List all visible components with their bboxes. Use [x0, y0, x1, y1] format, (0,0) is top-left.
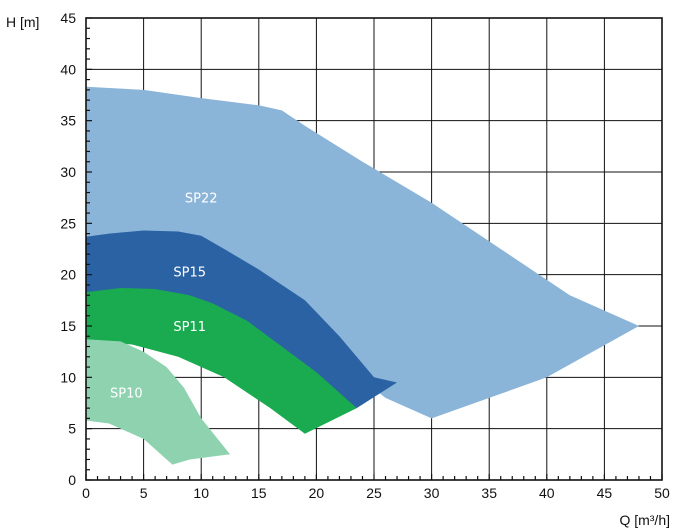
plot-frame: [85, 17, 663, 481]
region-labels: SP22 SP15 SP11 SP10: [110, 192, 218, 402]
x-tick-label: 10: [193, 485, 209, 501]
x-tick-label: 15: [251, 485, 267, 501]
x-tick-label: 20: [309, 485, 325, 501]
y-tick-label: 45: [60, 10, 76, 26]
x-tick-label: 5: [140, 485, 148, 501]
y-tick-label: 20: [60, 267, 76, 283]
x-tick-label: 35: [481, 485, 497, 501]
y-tick-label: 5: [68, 421, 76, 437]
region-sp11: [86, 288, 357, 434]
x-tick-label: 50: [654, 485, 670, 501]
region-sp22: [86, 86, 639, 419]
x-tick-label: 45: [597, 485, 613, 501]
region-label-sp10: SP10: [110, 387, 143, 402]
y-axis-title: H [m]: [6, 14, 39, 30]
region-label-sp22: SP22: [185, 192, 218, 207]
y-tick-label: 40: [60, 61, 76, 77]
region-label-sp11: SP11: [173, 320, 206, 335]
x-tick-label: 0: [82, 485, 90, 501]
x-tick-labels: 0 5 10 15 20 25 30 35 40 45 50: [82, 485, 670, 501]
region-sp10: [86, 339, 230, 465]
performance-regions: [86, 86, 639, 465]
x-tick-label: 30: [424, 485, 440, 501]
y-tick-label: 15: [60, 318, 76, 334]
y-tick-labels: 0 5 10 15 20 25 30 35 40 45: [60, 10, 76, 488]
y-tick-label: 30: [60, 164, 76, 180]
region-label-sp15: SP15: [173, 266, 206, 281]
x-axis-title: Q [m³/h]: [619, 512, 670, 528]
y-tick-label: 35: [60, 113, 76, 129]
y-tick-label: 0: [68, 472, 76, 488]
y-tick-label: 25: [60, 215, 76, 231]
y-tick-label: 10: [60, 369, 76, 385]
x-tick-label: 40: [539, 485, 555, 501]
x-tick-label: 25: [366, 485, 382, 501]
